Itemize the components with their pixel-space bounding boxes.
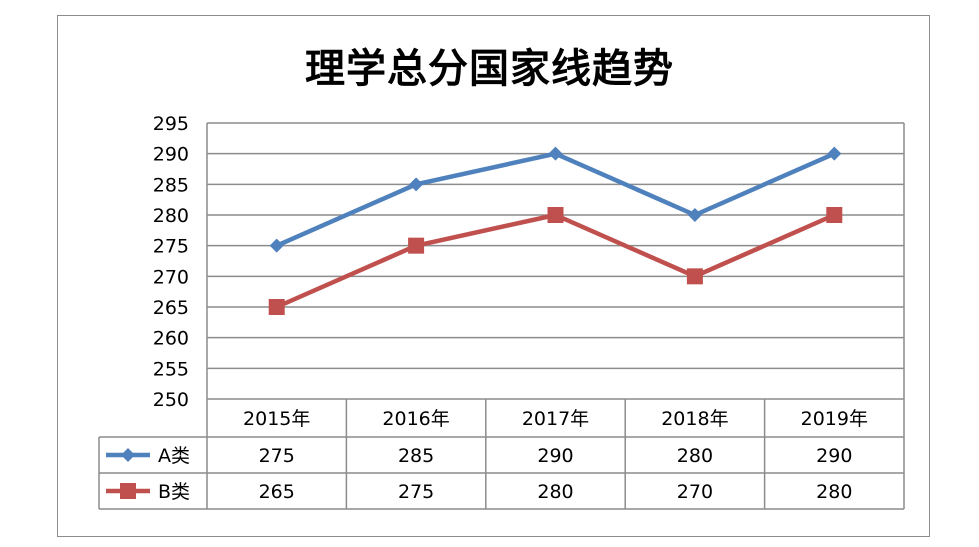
y-tick-label: 285 [153, 174, 189, 196]
series-line [275, 212, 836, 310]
y-tick-label: 275 [153, 236, 189, 258]
data-label: 275 [398, 481, 434, 503]
data-label: 265 [259, 481, 295, 503]
data-label: 280 [537, 481, 573, 503]
data-label: 290 [537, 445, 573, 467]
data-label: 275 [259, 445, 295, 467]
data-label: 280 [677, 445, 713, 467]
series-line [275, 151, 836, 248]
data-label: 285 [398, 445, 434, 467]
data-label: 280 [816, 481, 852, 503]
y-tick-label: 295 [153, 113, 189, 135]
data-point [268, 299, 285, 315]
y-tick-label: 265 [153, 297, 189, 319]
chart-title: 理学总分国家线趋势 [305, 46, 674, 92]
x-tick-label: 2018年 [661, 408, 728, 430]
x-tick-label: 2015年 [243, 408, 310, 430]
data-point [826, 207, 843, 223]
y-tick-label: 250 [153, 389, 189, 411]
data-point [269, 238, 284, 253]
y-tick-label: 290 [153, 144, 189, 166]
x-tick-label: 2016年 [382, 408, 449, 430]
legend-label: B类 [158, 481, 190, 503]
data-label: 270 [677, 481, 713, 503]
y-tick-label: 280 [153, 205, 189, 227]
data-point [547, 207, 564, 223]
data-point [686, 268, 703, 285]
data-point [548, 146, 563, 161]
data-point [408, 237, 425, 254]
data-point [687, 208, 702, 222]
y-tick-label: 260 [153, 328, 189, 350]
data-label: 290 [816, 445, 852, 467]
legend-key-marker [121, 448, 135, 462]
y-tick-label: 255 [153, 358, 189, 380]
legend-label: A类 [158, 445, 190, 467]
data-point [409, 177, 424, 192]
x-tick-label: 2017年 [522, 408, 589, 430]
legend-key-marker [120, 483, 136, 499]
y-tick-label: 270 [153, 266, 189, 288]
data-point [827, 146, 842, 161]
x-tick-label: 2019年 [801, 408, 868, 430]
